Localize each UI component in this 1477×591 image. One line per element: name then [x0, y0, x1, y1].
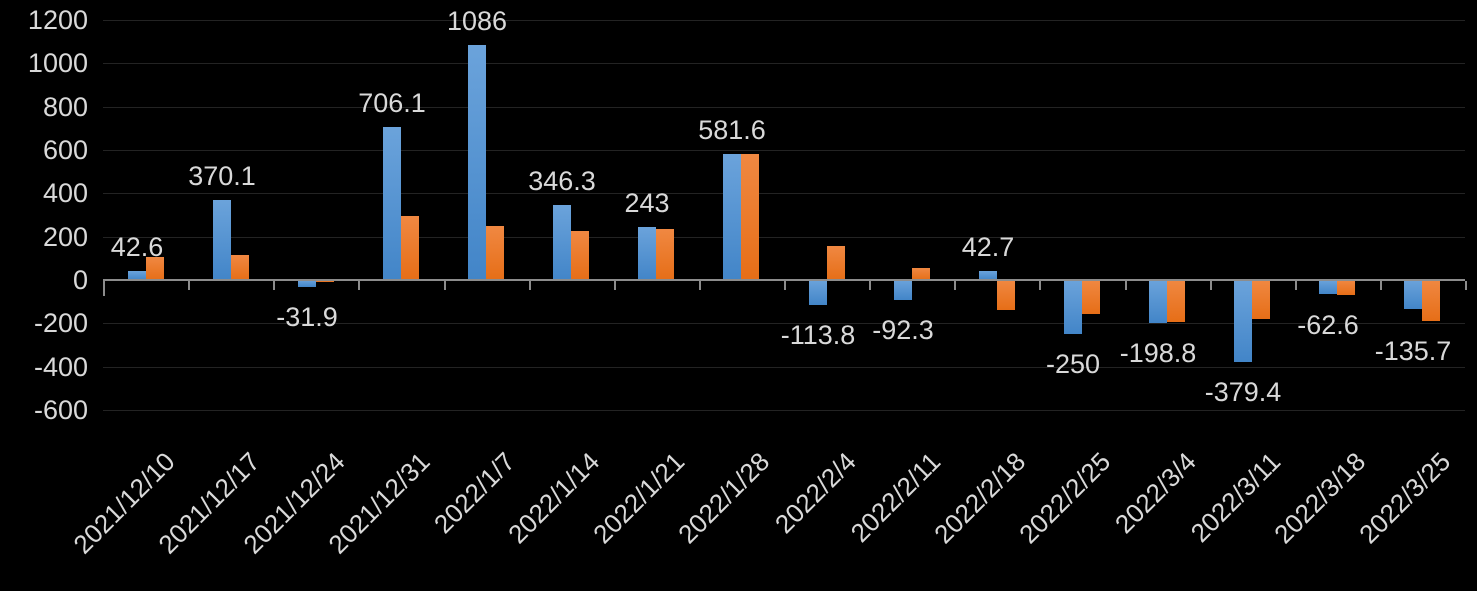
y-axis-tick-label: 400	[42, 178, 88, 208]
gridline	[103, 237, 1465, 238]
gridline	[103, 20, 1465, 21]
y-axis-tick-label: 200	[42, 222, 88, 252]
bar-data-label: 346.3	[528, 166, 596, 196]
orange-series-bar	[1082, 280, 1100, 314]
y-axis-tick-label: -400	[33, 352, 88, 382]
axis-tick-mark	[1295, 281, 1297, 290]
axis-tick-mark	[954, 281, 956, 290]
blue-series-bar	[638, 227, 656, 280]
orange-series-bar	[741, 154, 759, 280]
axis-tick-mark	[103, 281, 105, 296]
y-axis-tick-label: -600	[33, 395, 88, 425]
orange-series-bar	[1422, 280, 1440, 321]
orange-series-bar	[231, 255, 249, 280]
orange-series-bar	[571, 231, 589, 280]
axis-tick-mark	[784, 281, 786, 290]
gridline	[103, 367, 1465, 368]
bar-data-label: -198.8	[1119, 338, 1197, 368]
gridline	[103, 410, 1465, 411]
gridline	[103, 193, 1465, 194]
axis-tick-mark	[869, 281, 871, 290]
orange-series-bar	[1167, 280, 1185, 322]
blue-series-bar	[213, 200, 231, 280]
blue-series-bar	[298, 280, 316, 287]
x-axis-tick-label: 2022/1/14	[502, 446, 606, 550]
axis-tick-mark	[1125, 281, 1127, 290]
bar-data-label: -31.9	[276, 302, 338, 332]
orange-series-bar	[656, 229, 674, 280]
axis-tick-mark	[1465, 281, 1467, 290]
blue-series-bar	[723, 154, 741, 280]
x-axis-tick-label: 2022/2/25	[1013, 446, 1117, 550]
x-axis-tick-label: 2022/2/11	[844, 446, 947, 548]
axis-tick-mark	[444, 281, 446, 290]
orange-series-bar	[401, 216, 419, 280]
bar-data-label: -92.3	[872, 315, 934, 345]
x-axis-tick-label: 2022/1/21	[587, 446, 691, 550]
axis-tick-mark	[529, 281, 531, 290]
blue-series-bar	[1319, 280, 1337, 294]
orange-series-bar	[997, 280, 1015, 310]
y-axis-tick-label: -200	[33, 308, 88, 338]
orange-series-bar	[912, 268, 930, 280]
orange-series-bar	[827, 246, 845, 280]
blue-series-bar	[468, 45, 486, 280]
bar-data-label: -379.4	[1204, 377, 1282, 407]
blue-series-bar	[1064, 280, 1082, 334]
blue-series-bar	[979, 271, 997, 280]
axis-tick-mark	[273, 281, 275, 290]
axis-tick-mark	[1380, 281, 1382, 290]
axis-tick-mark	[1210, 281, 1212, 290]
bar-data-label: 42.7	[961, 232, 1015, 262]
blue-series-bar	[128, 271, 146, 280]
bar-data-label: -135.7	[1374, 336, 1452, 366]
orange-series-bar	[146, 257, 164, 280]
blue-series-bar	[894, 280, 912, 300]
bar-data-label: 581.6	[698, 115, 766, 145]
orange-series-bar	[316, 280, 334, 282]
blue-series-bar	[553, 205, 571, 280]
y-axis-tick-label: 800	[42, 92, 88, 122]
blue-series-bar	[1149, 280, 1167, 323]
bar-data-label: 370.1	[188, 161, 256, 191]
y-axis-tick-label: 1200	[27, 5, 88, 35]
axis-tick-mark	[188, 281, 190, 290]
bar-data-label: 1086	[446, 6, 508, 36]
gridline	[103, 63, 1465, 64]
orange-series-bar	[1252, 280, 1270, 319]
gridline	[103, 150, 1465, 151]
x-axis-tick-label: 2022/3/11	[1184, 446, 1287, 548]
bar-data-label: -62.6	[1297, 310, 1359, 340]
axis-tick-mark	[614, 281, 616, 290]
bar-data-label: 706.1	[358, 88, 426, 118]
orange-series-bar	[486, 226, 504, 280]
x-axis-tick-label: 2022/1/28	[672, 446, 776, 550]
blue-series-bar	[809, 280, 827, 305]
y-axis-tick-label: 0	[72, 265, 88, 295]
axis-tick-mark	[358, 281, 360, 290]
blue-series-bar	[1234, 280, 1252, 362]
gridline	[103, 107, 1465, 108]
orange-series-bar	[1337, 280, 1355, 295]
bar-data-label: -113.8	[780, 320, 856, 350]
x-axis-line	[103, 279, 1465, 281]
y-axis-tick-label: 1000	[27, 48, 88, 78]
x-axis-tick-label: 2022/3/25	[1353, 446, 1457, 550]
y-axis-tick-label: 600	[42, 135, 88, 165]
x-axis-tick-label: 2022/2/18	[928, 446, 1032, 550]
blue-series-bar	[1404, 280, 1422, 309]
blue-series-bar	[383, 127, 401, 280]
bar-data-label: -250	[1045, 349, 1101, 379]
bar-data-label: 42.6	[110, 232, 164, 262]
gridline	[103, 323, 1465, 324]
x-axis-tick-label: 2022/3/18	[1268, 446, 1372, 550]
axis-tick-mark	[1039, 281, 1041, 290]
axis-tick-mark	[699, 281, 701, 290]
bar-data-label: 243	[624, 188, 670, 218]
